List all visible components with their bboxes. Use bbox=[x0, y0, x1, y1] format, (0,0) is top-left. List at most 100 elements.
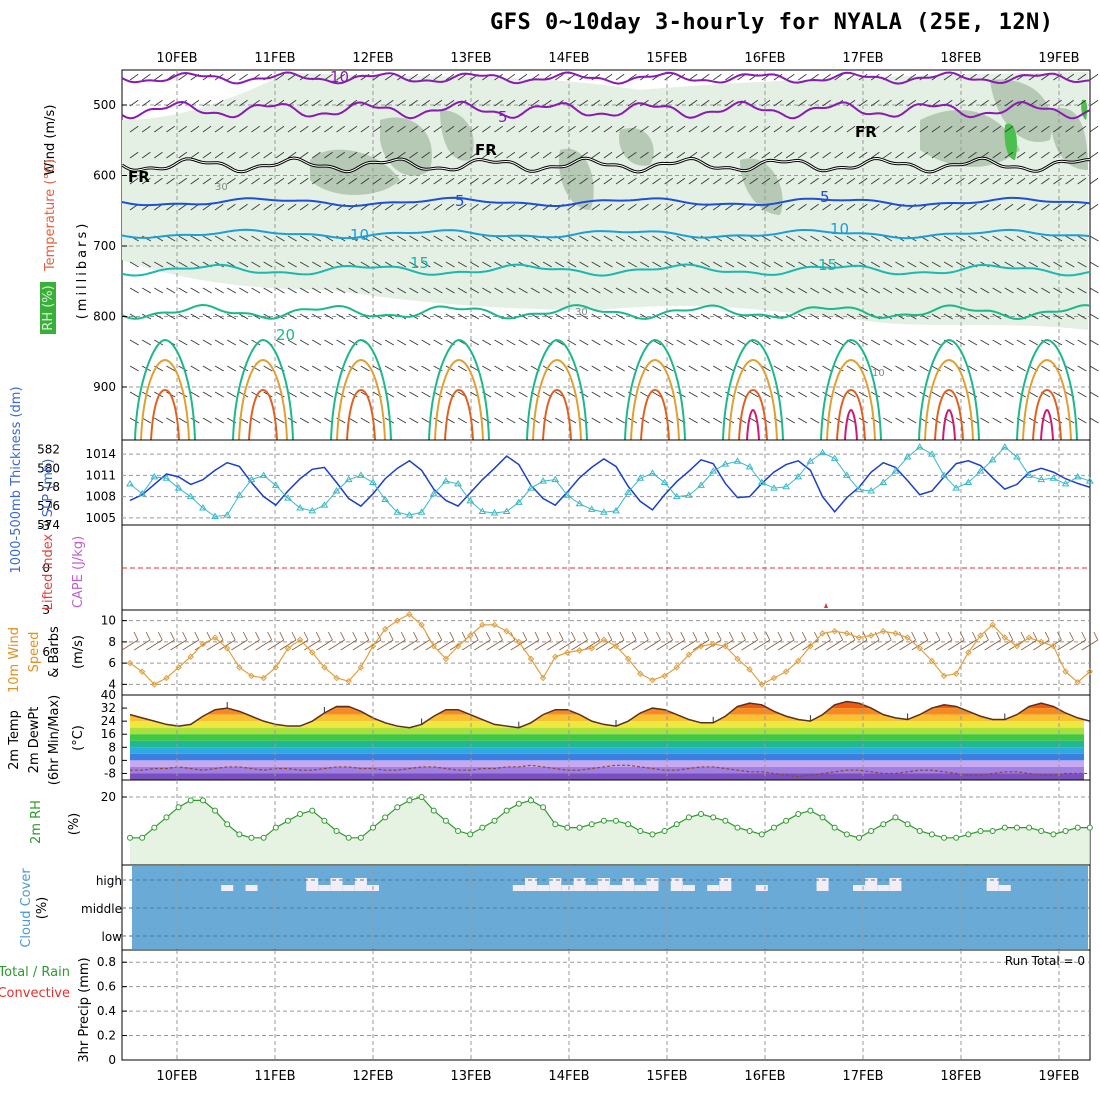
cloud-gap bbox=[646, 878, 659, 891]
wind-barb bbox=[1089, 73, 1099, 81]
wind-barb bbox=[190, 177, 200, 185]
dewpt-label: 2m DewPt bbox=[27, 707, 42, 774]
wind-speed-point bbox=[272, 664, 280, 671]
wind-barb bbox=[725, 261, 735, 268]
wind-speed-point bbox=[321, 664, 328, 671]
cloud-level-label: low bbox=[102, 930, 123, 944]
wind-barb bbox=[785, 73, 795, 81]
rh-point bbox=[746, 828, 753, 834]
surface-barb bbox=[717, 639, 734, 651]
wind-barb bbox=[190, 235, 200, 242]
contour-30 bbox=[640, 388, 670, 441]
wind-barb bbox=[615, 235, 625, 242]
wind-barb bbox=[1004, 417, 1014, 424]
contour-label: 20 bbox=[276, 326, 295, 344]
tick-label: 8 bbox=[108, 740, 116, 754]
surface-barb-flag bbox=[340, 631, 345, 641]
surface-barb-flag bbox=[1093, 631, 1099, 641]
wind-barb bbox=[433, 177, 443, 185]
contour-label: 30 bbox=[575, 307, 588, 318]
wind-barb bbox=[846, 177, 856, 185]
wind-barb bbox=[579, 339, 589, 346]
wind-barb bbox=[725, 151, 734, 159]
wind-barb bbox=[1004, 73, 1014, 81]
chart-title: GFS 0~10day 3-hourly for NYALA (25E, 12N… bbox=[490, 10, 1054, 35]
slp-point bbox=[1049, 474, 1058, 481]
wind-barb bbox=[870, 203, 880, 211]
surface-barb bbox=[170, 639, 187, 651]
wind-barb bbox=[591, 125, 601, 133]
wind-barb bbox=[1065, 235, 1075, 242]
wind-barb bbox=[202, 203, 212, 211]
wind-speed-point bbox=[1038, 638, 1045, 646]
wind-barb bbox=[615, 339, 625, 346]
wind-barb bbox=[810, 177, 819, 185]
wind-barb bbox=[166, 151, 175, 159]
wind-barb bbox=[397, 287, 407, 294]
surface-barb-flag bbox=[182, 631, 187, 641]
bottom-date-label: 15FEB bbox=[646, 1069, 687, 1084]
wind-barb bbox=[336, 339, 346, 346]
rh-point bbox=[127, 834, 133, 841]
wind-barb bbox=[1016, 235, 1026, 242]
surface-barb bbox=[862, 639, 880, 651]
surface-barb-flag bbox=[728, 631, 734, 641]
wind-barb bbox=[919, 151, 929, 159]
surface-barb-flag bbox=[376, 631, 382, 641]
thickness-slp-lines bbox=[126, 443, 1094, 519]
wind-barb bbox=[324, 365, 334, 372]
surface-barb-flag bbox=[449, 631, 455, 641]
wind-barb bbox=[263, 151, 273, 159]
temp-band bbox=[130, 766, 1084, 774]
wind-barb bbox=[226, 151, 236, 159]
wind-barb bbox=[421, 235, 431, 242]
wind-barb bbox=[895, 391, 905, 398]
surface-barb-flag bbox=[364, 631, 370, 641]
wind-barb bbox=[943, 365, 953, 372]
wind-barb bbox=[299, 235, 309, 242]
rh-point bbox=[248, 834, 255, 841]
wind-barb bbox=[980, 203, 989, 211]
surface-barb bbox=[777, 639, 795, 651]
wind-barb bbox=[166, 235, 176, 242]
slp-point bbox=[976, 467, 985, 474]
tick-label: 800 bbox=[93, 310, 116, 324]
wind-barb bbox=[506, 203, 516, 211]
surface-barb bbox=[984, 639, 1001, 651]
wind-barb bbox=[166, 177, 175, 185]
wind-barb bbox=[397, 203, 406, 211]
surface-barb bbox=[911, 639, 928, 651]
wind-barb bbox=[688, 99, 698, 107]
wind-barb bbox=[785, 417, 795, 424]
wind-barb bbox=[129, 417, 139, 424]
wind-barb bbox=[287, 339, 297, 346]
wind-barb bbox=[810, 125, 819, 133]
wind-barb bbox=[482, 313, 492, 320]
surface-barb bbox=[352, 639, 370, 651]
wind-barb bbox=[421, 261, 431, 268]
slp-point bbox=[332, 487, 341, 494]
wind-barb bbox=[397, 391, 407, 398]
rh-point bbox=[272, 824, 279, 831]
tick-label: 6 bbox=[108, 656, 116, 670]
slp-point bbox=[296, 504, 304, 511]
cloud-gap bbox=[330, 878, 343, 891]
wind-barb bbox=[251, 261, 261, 268]
wind-barb bbox=[360, 287, 370, 294]
wind-barb bbox=[518, 99, 528, 107]
wind-barb bbox=[226, 391, 237, 398]
wind-barb bbox=[713, 313, 723, 320]
wind-speed-point bbox=[442, 655, 450, 663]
wind-barb bbox=[907, 99, 917, 107]
slp-point bbox=[563, 491, 572, 498]
wind-barb bbox=[299, 417, 309, 424]
tick-label: 0 bbox=[108, 1053, 116, 1067]
contour-20-plume bbox=[722, 338, 784, 441]
wind-speed-point bbox=[940, 672, 948, 680]
wind-speed-point bbox=[758, 681, 766, 688]
wind-barb bbox=[931, 177, 941, 185]
wind-barb bbox=[1028, 203, 1038, 211]
wind-barb bbox=[348, 99, 358, 107]
wind-barb bbox=[992, 339, 1002, 346]
tick-label: 0.2 bbox=[97, 1029, 116, 1043]
